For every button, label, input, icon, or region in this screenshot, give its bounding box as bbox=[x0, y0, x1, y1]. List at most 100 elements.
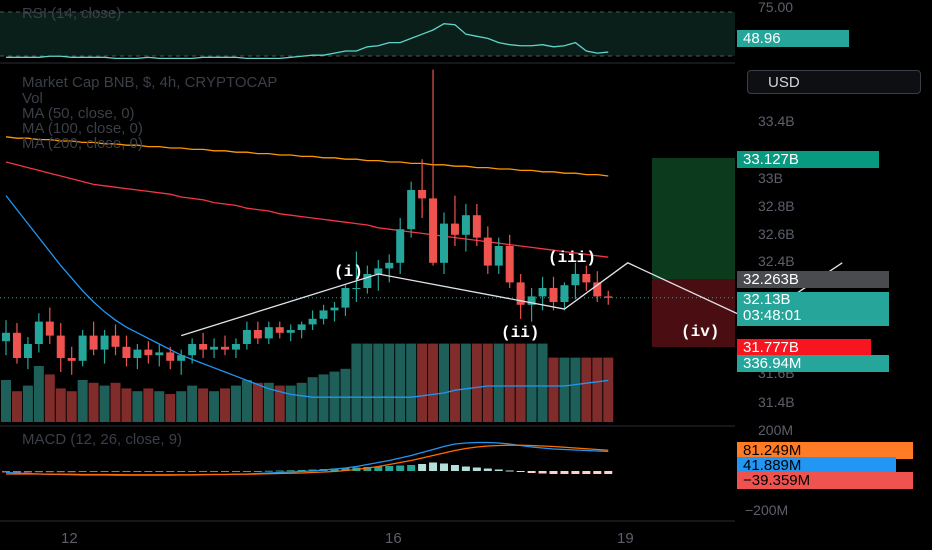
volume-bar bbox=[263, 382, 274, 422]
candle-body bbox=[330, 307, 339, 311]
macd-histogram-bar bbox=[2, 471, 10, 473]
axis-label-31-4: 31.4B bbox=[758, 394, 795, 410]
candle-body bbox=[538, 288, 547, 297]
volume-bar bbox=[592, 357, 603, 422]
macd-histogram-bar bbox=[12, 471, 21, 473]
candle-body bbox=[210, 346, 219, 350]
volume-bar bbox=[187, 385, 198, 422]
candle-body bbox=[363, 274, 372, 288]
volume-bar bbox=[198, 388, 209, 422]
macd-histogram-bar bbox=[275, 470, 284, 472]
candle-body bbox=[12, 332, 21, 358]
candle-body bbox=[308, 318, 317, 325]
currency-button[interactable]: USD bbox=[747, 70, 921, 94]
ma100-line bbox=[5, 136, 609, 177]
volume-bar bbox=[603, 357, 614, 422]
macd-histogram-bar bbox=[429, 462, 438, 471]
candle-body bbox=[450, 223, 459, 235]
volume-bar bbox=[526, 343, 537, 422]
ma100-legend: MA (100, close, 0) bbox=[22, 120, 143, 137]
candle-body bbox=[341, 288, 350, 308]
wave-label-i: (i) bbox=[334, 263, 363, 281]
macd-histogram-bar bbox=[593, 471, 602, 474]
wave-label-iii: (iii) bbox=[548, 249, 597, 267]
volume-bar bbox=[537, 343, 548, 422]
volume-bar bbox=[99, 385, 110, 422]
volume-bar bbox=[548, 357, 559, 422]
macd-histogram-bar bbox=[155, 471, 164, 472]
candle-body bbox=[516, 282, 525, 305]
volume-bar bbox=[417, 343, 428, 422]
volume-bar bbox=[285, 385, 296, 422]
volume-bar bbox=[515, 343, 526, 422]
macd-histogram-bar bbox=[472, 467, 481, 471]
macd-histogram-bar bbox=[133, 471, 142, 472]
take-profit-zone bbox=[652, 158, 735, 279]
volume-legend: Vol bbox=[22, 90, 43, 107]
volume-bar bbox=[110, 382, 121, 422]
bar-countdown: 03:48:01 bbox=[743, 307, 802, 324]
candle-body bbox=[319, 310, 328, 319]
macd-histogram-bar bbox=[494, 469, 503, 471]
candle-body bbox=[253, 330, 262, 339]
volume-bar bbox=[373, 343, 384, 422]
candle-body bbox=[34, 321, 43, 344]
volume-tag: 336.94M bbox=[737, 355, 889, 372]
candle-body bbox=[111, 335, 120, 347]
candle-body bbox=[396, 229, 405, 263]
volume-bar bbox=[241, 380, 252, 422]
symbol-legend: Market Cap BNB, $, 4h, CRYPTOCAP bbox=[22, 74, 278, 91]
macd-histogram-bar bbox=[396, 465, 405, 471]
macd-histogram-bar bbox=[549, 471, 558, 474]
candle-body bbox=[604, 296, 613, 298]
candle-body bbox=[100, 335, 109, 350]
stop-loss-zone bbox=[652, 279, 735, 347]
volume-bar bbox=[471, 343, 482, 422]
macd-histogram-bar bbox=[286, 470, 295, 472]
macd-histogram-bar bbox=[188, 471, 197, 472]
candle-body bbox=[593, 282, 602, 297]
macd-histogram-bar bbox=[242, 471, 251, 472]
candle-body bbox=[67, 358, 76, 361]
volume-bar bbox=[406, 343, 417, 422]
macd-histogram-bar bbox=[450, 465, 459, 471]
macd-histogram-bar bbox=[199, 471, 208, 472]
macd-histogram-bar bbox=[385, 466, 394, 471]
candle-body bbox=[177, 355, 186, 361]
macd-histogram-bar bbox=[122, 471, 131, 472]
macd-histogram-bar bbox=[34, 471, 43, 473]
rsi-line bbox=[6, 23, 609, 59]
volume-bar bbox=[482, 343, 493, 422]
candle-body bbox=[418, 190, 427, 199]
macd-histogram-bar bbox=[221, 471, 229, 472]
candle-body bbox=[440, 223, 448, 263]
volume-bar bbox=[11, 391, 22, 422]
rsi-legend: RSI (14, close) bbox=[22, 5, 122, 22]
macd-histogram-bar bbox=[78, 471, 87, 472]
macd-histogram-bar bbox=[516, 471, 525, 472]
macd-histogram-bar bbox=[23, 471, 32, 473]
volume-bar bbox=[581, 357, 592, 422]
macd-histogram-bar bbox=[253, 471, 262, 472]
volume-bar bbox=[318, 374, 329, 422]
macd-histogram-bar bbox=[483, 468, 492, 471]
axis-label-33-4: 33.4B bbox=[758, 113, 795, 129]
candle-body bbox=[275, 327, 284, 333]
macd-histogram-bar bbox=[89, 471, 98, 472]
candle-body bbox=[461, 215, 470, 235]
volume-bar bbox=[351, 343, 362, 422]
macd-histogram-bar bbox=[341, 468, 350, 471]
axis-label-32-4: 32.4B bbox=[758, 253, 795, 269]
macd-axis-top: 200M bbox=[758, 422, 794, 438]
ma50-line bbox=[5, 195, 609, 398]
candle-body bbox=[264, 327, 273, 339]
volume-bar bbox=[460, 343, 471, 422]
x-label-16: 16 bbox=[385, 530, 402, 547]
candle-body bbox=[144, 349, 153, 356]
macd-histogram-bar bbox=[166, 471, 175, 472]
volume-bar bbox=[1, 380, 11, 422]
ma200-legend: MA (200, close, 0) bbox=[22, 135, 143, 152]
last-price-tag: 32.13B 03:48:01 bbox=[737, 292, 889, 326]
macd-histogram-bar bbox=[604, 471, 613, 474]
